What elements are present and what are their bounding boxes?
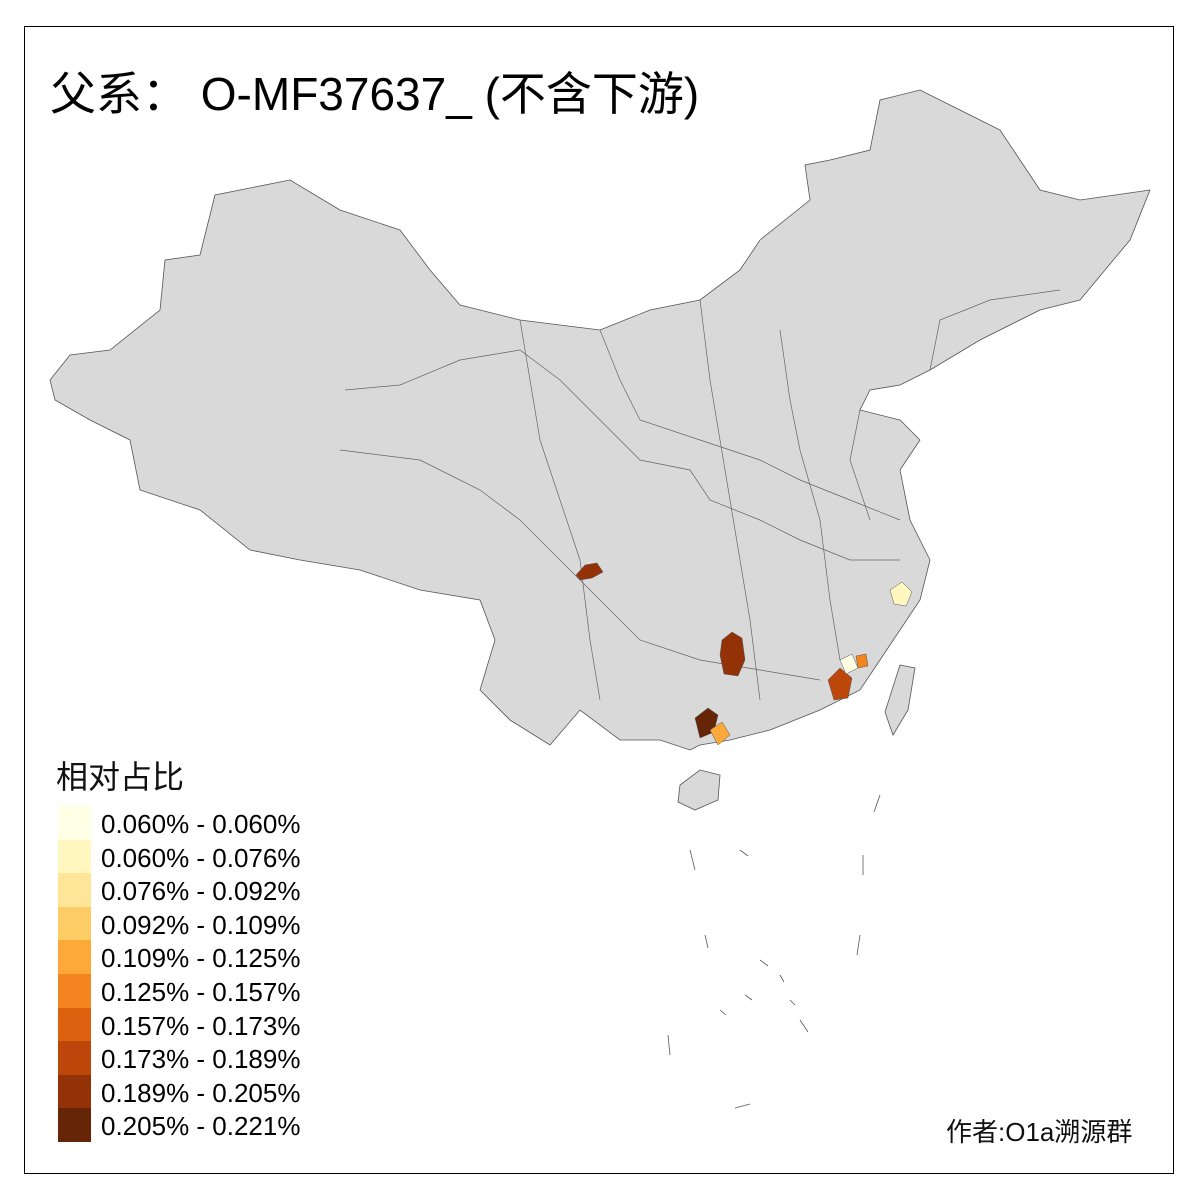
legend-title: 相对占比 xyxy=(56,759,185,795)
legend-label: 0.109% - 0.125% xyxy=(101,943,301,974)
region-hunan xyxy=(719,631,746,677)
legend-item: 0.076% - 0.092% xyxy=(58,873,358,907)
legend-label: 0.173% - 0.189% xyxy=(101,1044,301,1075)
legend-item: 0.205% - 0.221% xyxy=(58,1108,358,1142)
region-zhejiang xyxy=(889,581,913,607)
legend-item: 0.157% - 0.173% xyxy=(58,1007,358,1042)
region-guangdong-west xyxy=(709,721,731,746)
legend-label: 0.060% - 0.076% xyxy=(101,842,301,873)
legend-item: 0.092% - 0.109% xyxy=(58,906,358,941)
legend-swatch xyxy=(58,1074,91,1109)
map-title: 父系： O-MF37637_ (不含下游) xyxy=(50,68,700,120)
highlighted-regions xyxy=(575,562,913,746)
legend-label: 0.205% - 0.221% xyxy=(101,1111,301,1142)
legend-swatch xyxy=(58,806,91,840)
legend-label: 0.125% - 0.157% xyxy=(101,977,301,1007)
legend-swatch xyxy=(58,974,91,1008)
legend-label: 0.076% - 0.092% xyxy=(101,876,301,907)
legend-swatch xyxy=(58,906,91,941)
legend-swatch xyxy=(58,1007,91,1042)
region-fujian-orange xyxy=(855,653,869,669)
author-credit: 作者:O1a溯源群 xyxy=(946,1117,1133,1147)
legend-label: 0.189% - 0.205% xyxy=(101,1077,301,1108)
legend-swatch xyxy=(58,839,91,874)
legend-item: 0.125% - 0.157% xyxy=(58,974,358,1008)
legend-item: 0.060% - 0.076% xyxy=(58,839,358,874)
plot-frame xyxy=(24,26,1174,1174)
legend-label: 0.092% - 0.109% xyxy=(101,909,301,940)
legend-item: 0.060% - 0.060% xyxy=(58,806,358,840)
south-sea-islands xyxy=(667,794,881,1109)
legend-swatch xyxy=(58,1041,91,1075)
legend-swatch xyxy=(58,940,91,974)
region-fujian-south xyxy=(827,667,853,701)
region-sichuan xyxy=(575,562,604,581)
legend-item: 0.173% - 0.189% xyxy=(58,1041,358,1075)
legend-swatch xyxy=(58,1108,91,1142)
legend-item: 0.189% - 0.205% xyxy=(58,1074,358,1109)
hainan-island xyxy=(677,769,721,811)
legend-item: 0.109% - 0.125% xyxy=(58,940,358,974)
legend-label: 0.060% - 0.060% xyxy=(101,809,301,839)
legend-label: 0.157% - 0.173% xyxy=(101,1010,301,1041)
legend-swatch xyxy=(58,873,91,907)
taiwan-island xyxy=(884,664,916,736)
